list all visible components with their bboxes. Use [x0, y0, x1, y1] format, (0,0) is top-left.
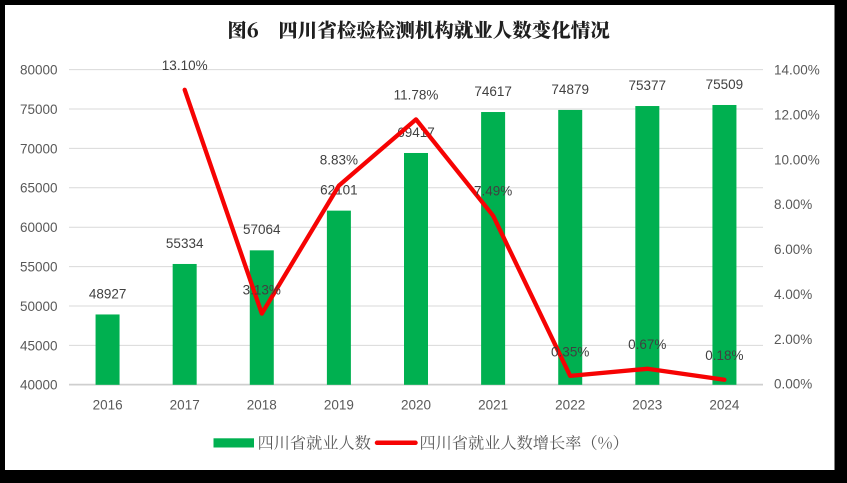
svg-text:2020: 2020 [401, 397, 431, 412]
svg-text:60000: 60000 [20, 220, 58, 235]
svg-text:74879: 74879 [551, 82, 589, 97]
svg-text:48927: 48927 [89, 286, 127, 301]
svg-text:2018: 2018 [247, 397, 277, 412]
svg-text:75000: 75000 [20, 102, 58, 117]
svg-text:6.00%: 6.00% [774, 242, 812, 257]
svg-text:80000: 80000 [20, 62, 58, 77]
svg-text:4.00%: 4.00% [774, 287, 812, 302]
svg-text:3.13%: 3.13% [243, 283, 281, 298]
svg-text:57064: 57064 [243, 222, 281, 237]
svg-text:0.00%: 0.00% [774, 377, 812, 392]
svg-text:2023: 2023 [632, 397, 662, 412]
svg-text:55334: 55334 [166, 236, 204, 251]
svg-text:55000: 55000 [20, 259, 58, 274]
svg-text:65000: 65000 [20, 181, 58, 196]
svg-text:2019: 2019 [324, 397, 354, 412]
svg-text:8.00%: 8.00% [774, 197, 812, 212]
svg-text:2.00%: 2.00% [774, 332, 812, 347]
svg-text:70000: 70000 [20, 141, 58, 156]
svg-text:8.83%: 8.83% [320, 152, 358, 167]
svg-text:0.67%: 0.67% [628, 337, 666, 352]
svg-text:13.10%: 13.10% [162, 58, 208, 73]
svg-text:75509: 75509 [706, 77, 744, 92]
svg-text:62101: 62101 [320, 182, 358, 197]
svg-text:50000: 50000 [20, 299, 58, 314]
svg-text:12.00%: 12.00% [774, 107, 820, 122]
svg-text:74617: 74617 [474, 84, 512, 99]
svg-text:40000: 40000 [20, 378, 58, 393]
svg-text:2022: 2022 [555, 397, 585, 412]
svg-text:2016: 2016 [93, 397, 123, 412]
svg-text:14.00%: 14.00% [774, 62, 820, 77]
svg-text:0.35%: 0.35% [551, 345, 589, 360]
svg-text:7.49%: 7.49% [474, 183, 512, 198]
svg-text:75377: 75377 [629, 78, 667, 93]
svg-text:2017: 2017 [170, 397, 200, 412]
svg-text:2021: 2021 [478, 397, 508, 412]
svg-text:10.00%: 10.00% [774, 152, 820, 167]
svg-text:11.78%: 11.78% [394, 87, 439, 102]
svg-text:45000: 45000 [20, 338, 58, 353]
svg-text:2024: 2024 [709, 397, 740, 412]
svg-text:0.18%: 0.18% [705, 348, 743, 363]
